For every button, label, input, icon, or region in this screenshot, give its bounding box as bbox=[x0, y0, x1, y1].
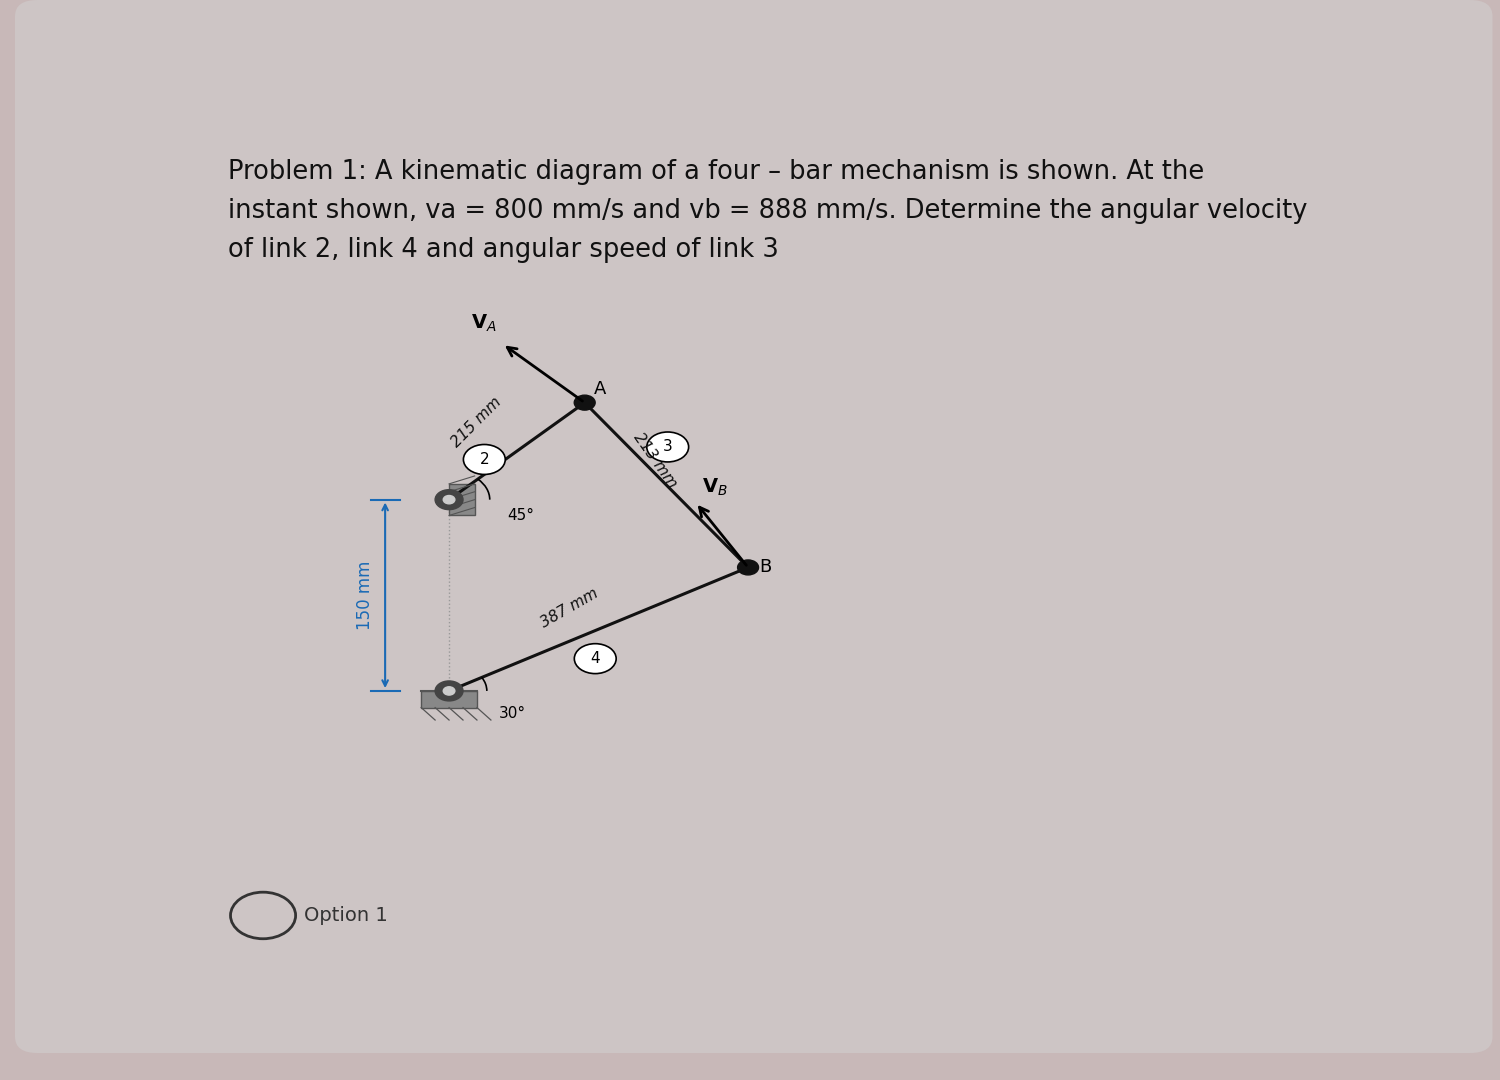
Text: 30°: 30° bbox=[500, 706, 526, 720]
Circle shape bbox=[738, 559, 759, 575]
Circle shape bbox=[574, 395, 596, 410]
Text: instant shown, va = 800 mm/s and vb = 888 mm/s. Determine the angular velocity: instant shown, va = 800 mm/s and vb = 88… bbox=[228, 198, 1308, 224]
Circle shape bbox=[464, 445, 506, 474]
Circle shape bbox=[646, 432, 688, 462]
Text: Problem 1: A kinematic diagram of a four – bar mechanism is shown. At the: Problem 1: A kinematic diagram of a four… bbox=[228, 159, 1204, 185]
Text: $\mathbf{V}_A$: $\mathbf{V}_A$ bbox=[471, 312, 496, 334]
Text: 4: 4 bbox=[591, 651, 600, 666]
Text: 213 mm: 213 mm bbox=[630, 430, 680, 490]
Text: 3: 3 bbox=[663, 440, 672, 455]
Circle shape bbox=[435, 489, 463, 510]
Text: 387 mm: 387 mm bbox=[538, 586, 602, 631]
Text: 215 mm: 215 mm bbox=[448, 394, 504, 450]
Text: 2: 2 bbox=[480, 451, 489, 467]
Text: B: B bbox=[759, 558, 772, 577]
Bar bbox=[422, 691, 477, 707]
Text: Option 1: Option 1 bbox=[303, 906, 387, 924]
Bar bbox=[448, 484, 474, 515]
Circle shape bbox=[444, 496, 454, 503]
Circle shape bbox=[435, 681, 463, 701]
Text: A: A bbox=[594, 380, 606, 397]
Text: of link 2, link 4 and angular speed of link 3: of link 2, link 4 and angular speed of l… bbox=[228, 237, 778, 262]
Text: 150 mm: 150 mm bbox=[356, 561, 374, 630]
Text: 45°: 45° bbox=[507, 508, 534, 523]
Text: $\mathbf{V}_B$: $\mathbf{V}_B$ bbox=[702, 477, 727, 499]
Circle shape bbox=[444, 687, 454, 696]
Circle shape bbox=[574, 644, 616, 674]
